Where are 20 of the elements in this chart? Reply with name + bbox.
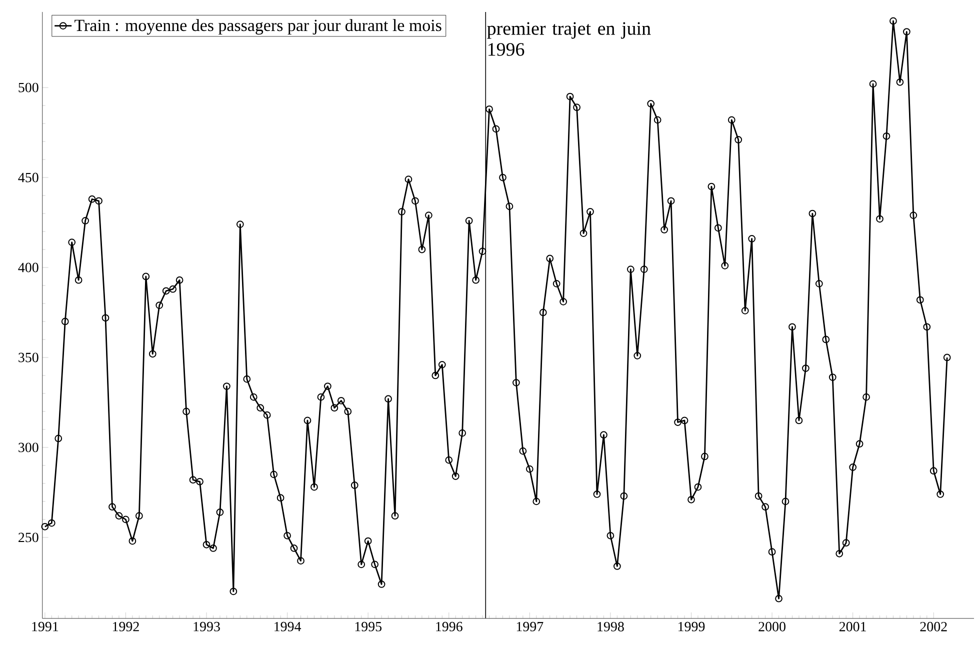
x-tick-label: 1991 — [32, 622, 58, 632]
x-tick-label: 1994 — [274, 622, 302, 632]
y-tick-label: 500 — [18, 82, 38, 92]
x-tick-label: 2001 — [839, 622, 866, 632]
y-tick-label: 300 — [18, 442, 38, 452]
legend-label: Train : moyenne des passagers par jour durant le mois — [74, 19, 442, 34]
x-tick-label: 2002 — [920, 622, 947, 632]
x-tick-label: 1993 — [194, 622, 220, 632]
x-tick-label: 1992 — [112, 622, 139, 632]
x-tick-label: 1996 — [436, 622, 462, 632]
y-tick-label: 350 — [18, 352, 38, 362]
x-tick-label: 1998 — [598, 622, 624, 632]
y-tick-label: 400 — [18, 262, 38, 272]
y-tick-label: 450 — [18, 172, 38, 182]
x-tick-label: 2000 — [758, 622, 786, 632]
x-tick-label: 1999 — [678, 622, 705, 632]
x-tick-label: 1995 — [355, 622, 382, 632]
ref-line-label: premier trajet en juin 1996 — [487, 22, 651, 56]
y-tick-label: 250 — [18, 532, 38, 542]
x-tick-label: 1997 — [516, 622, 544, 632]
